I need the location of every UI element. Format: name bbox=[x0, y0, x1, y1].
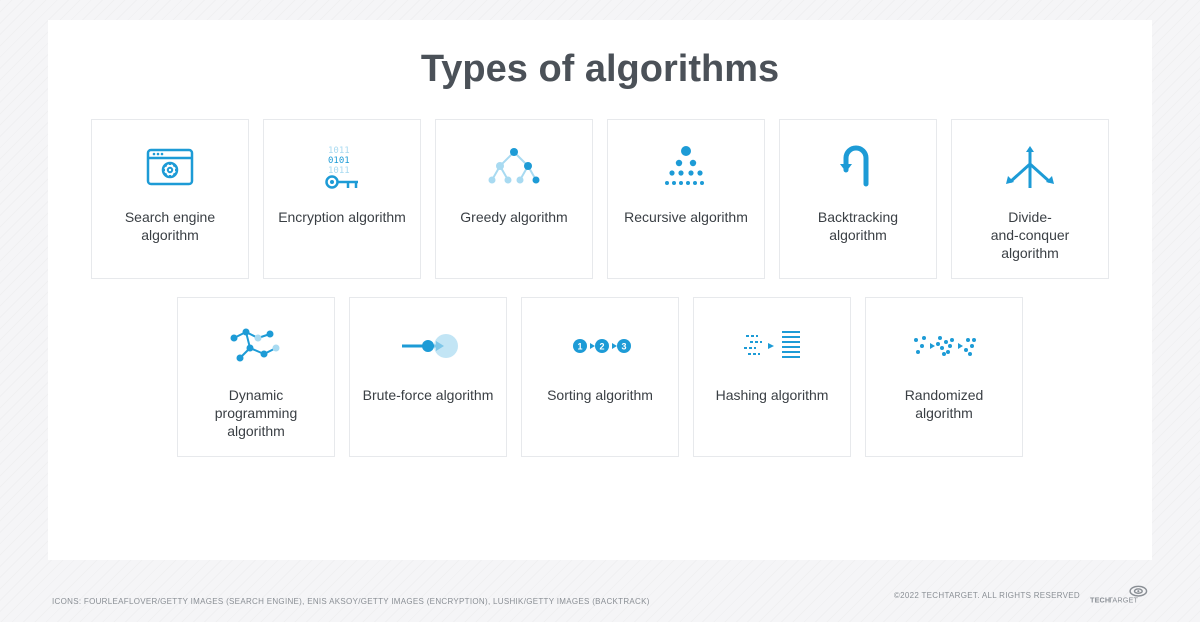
card-bruteforce: Brute-force algorithm bbox=[349, 297, 507, 457]
svg-text:2: 2 bbox=[599, 342, 604, 352]
card-label-randomized: Randomized algorithm bbox=[874, 386, 1014, 422]
svg-text:Tech: Tech bbox=[1090, 596, 1110, 605]
card-randomized: Randomized algorithm bbox=[865, 297, 1023, 457]
recursive-icon bbox=[616, 136, 756, 200]
divide-icon bbox=[960, 136, 1100, 200]
hashing-icon bbox=[702, 314, 842, 378]
greedy-icon bbox=[444, 136, 584, 200]
card-sorting: 1 2 3 Sorting algorithm bbox=[521, 297, 679, 457]
card-label-hashing: Hashing algorithm bbox=[716, 386, 829, 404]
dynamic-icon bbox=[186, 314, 326, 378]
card-label-dynamic: Dynamic programming algorithm bbox=[186, 386, 326, 441]
card-dynamic: Dynamic programming algorithm bbox=[177, 297, 335, 457]
card-backtracking: Backtracking algorithm bbox=[779, 119, 937, 279]
card-recursive: Recursive algorithm bbox=[607, 119, 765, 279]
search-engine-icon bbox=[100, 136, 240, 200]
card-label-greedy: Greedy algorithm bbox=[460, 208, 567, 226]
card-label-encryption: Encryption algorithm bbox=[278, 208, 406, 226]
card-label-sorting: Sorting algorithm bbox=[547, 386, 653, 404]
card-hashing: Hashing algorithm bbox=[693, 297, 851, 457]
bruteforce-icon bbox=[358, 314, 498, 378]
card-label-search-engine: Search engine algorithm bbox=[100, 208, 240, 244]
techtarget-logo-icon: Tech Target bbox=[1090, 584, 1148, 606]
card-label-recursive: Recursive algorithm bbox=[624, 208, 748, 226]
svg-text:1011: 1011 bbox=[328, 146, 350, 156]
card-greedy: Greedy algorithm bbox=[435, 119, 593, 279]
card-label-divide: Divide-and-conquer algorithm bbox=[960, 208, 1100, 263]
footer-credits: ICONS: FOURLEAFLOVER/GETTY IMAGES (SEARC… bbox=[52, 597, 650, 606]
footer-copyright: ©2022 TECHTARGET. ALL RIGHTS RESERVED bbox=[894, 591, 1080, 600]
card-label-bruteforce: Brute-force algorithm bbox=[363, 386, 494, 404]
footer: ICONS: FOURLEAFLOVER/GETTY IMAGES (SEARC… bbox=[52, 584, 1148, 606]
main-panel: Types of algorithms Search engine algori… bbox=[48, 20, 1152, 560]
svg-text:1011: 1011 bbox=[328, 166, 350, 176]
page-title: Types of algorithms bbox=[421, 48, 779, 91]
randomized-icon bbox=[874, 314, 1014, 378]
encryption-icon: 1011 0101 1011 bbox=[272, 136, 412, 200]
card-label-backtracking: Backtracking algorithm bbox=[788, 208, 928, 244]
svg-text:Target: Target bbox=[1108, 596, 1138, 605]
svg-text:3: 3 bbox=[621, 342, 626, 352]
row-1: Search engine algorithm 1011 0101 1011 E… bbox=[91, 119, 1109, 279]
card-encryption: 1011 0101 1011 Encryption algorithm bbox=[263, 119, 421, 279]
card-divide: Divide-and-conquer algorithm bbox=[951, 119, 1109, 279]
card-search-engine: Search engine algorithm bbox=[91, 119, 249, 279]
backtracking-icon bbox=[788, 136, 928, 200]
svg-text:0101: 0101 bbox=[328, 156, 350, 166]
row-2: Dynamic programming algorithm Brute-forc… bbox=[177, 297, 1023, 457]
svg-text:1: 1 bbox=[577, 342, 582, 352]
sorting-icon: 1 2 3 bbox=[530, 314, 670, 378]
